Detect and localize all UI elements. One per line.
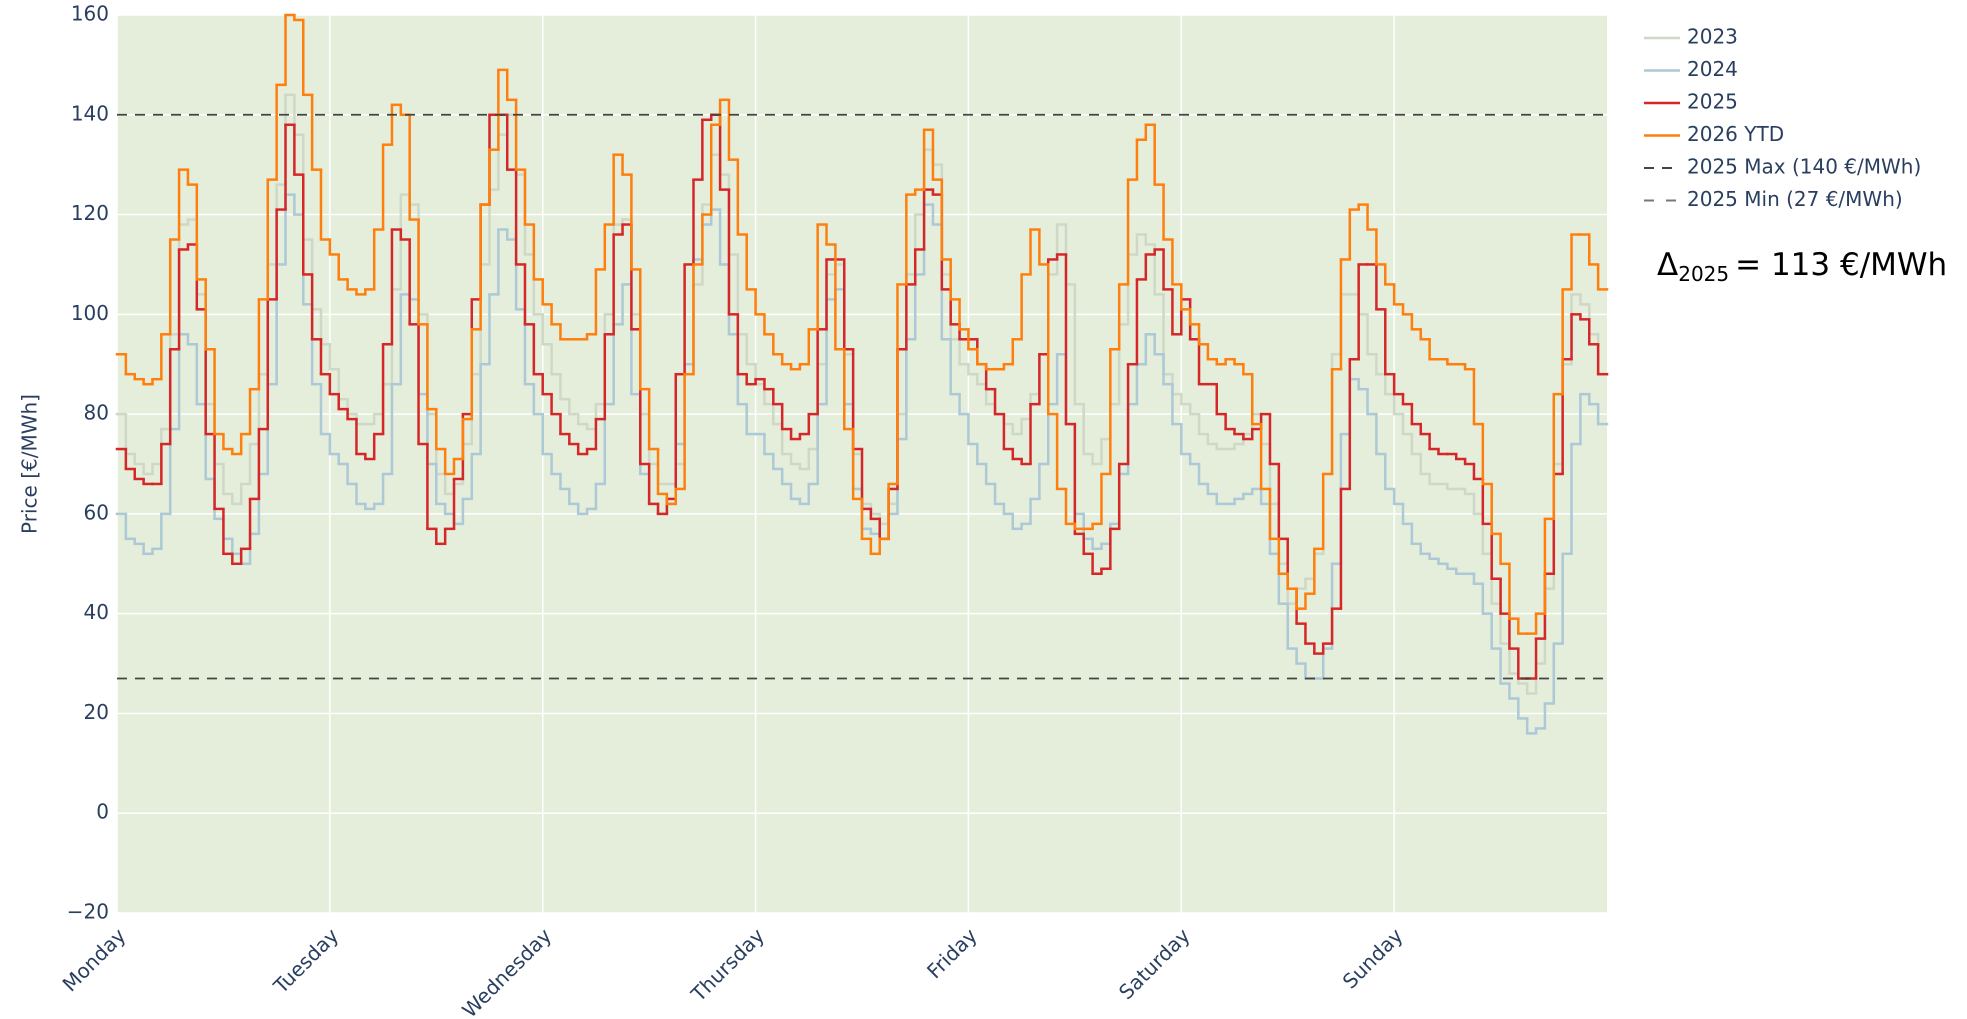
legend-label: 2025 Max (140 €/MWh) <box>1687 155 1921 179</box>
legend-label: 2024 <box>1687 57 1738 81</box>
x-tick-label: Saturday <box>1114 923 1195 1004</box>
marks <box>115 13 1609 735</box>
y-tick-label: 20 <box>84 700 109 724</box>
x-tick-label: Wednesday <box>457 923 556 1019</box>
series <box>115 13 1609 635</box>
x-tick-label: Sunday <box>1338 923 1408 993</box>
legend: 2023 2024 2025 2026 YTD 2025 Max (140 €/MWh)… <box>1644 25 1921 211</box>
y-tick-label: 60 <box>84 500 109 524</box>
y-tick-label: 100 <box>71 301 109 325</box>
annotation: Δ2025 = 113 €/MWh <box>1657 247 1947 286</box>
legend-label: 2025 <box>1687 90 1738 114</box>
y-tick-label: 160 <box>71 2 109 26</box>
annotation-text: = 113 €/MWh <box>1735 247 1947 283</box>
x-tick-label: Thursday <box>686 923 770 1007</box>
y-tick-label: 40 <box>84 600 109 624</box>
y-tick-label: 140 <box>71 101 109 125</box>
grid <box>116 14 1607 914</box>
x-tick-label: Friday <box>922 923 982 983</box>
legend-label: 2026 YTD <box>1687 122 1784 146</box>
y-tick-label: 80 <box>84 401 109 425</box>
y-tick-label: 0 <box>96 800 109 824</box>
y-tick-label: −20 <box>67 900 109 924</box>
legend-label: 2023 <box>1687 25 1738 49</box>
legend-label: 2025 Min (27 €/MWh) <box>1687 187 1903 211</box>
x-tick-label: Tuesday <box>268 923 343 998</box>
y-tick-label: 120 <box>71 201 109 225</box>
x-tick-label: Monday <box>58 923 131 996</box>
annotation-subscript: 2025 <box>1678 262 1729 286</box>
annotation-symbol: Δ <box>1657 247 1678 283</box>
y-axis-label: Price [€/MWh] <box>18 394 42 534</box>
